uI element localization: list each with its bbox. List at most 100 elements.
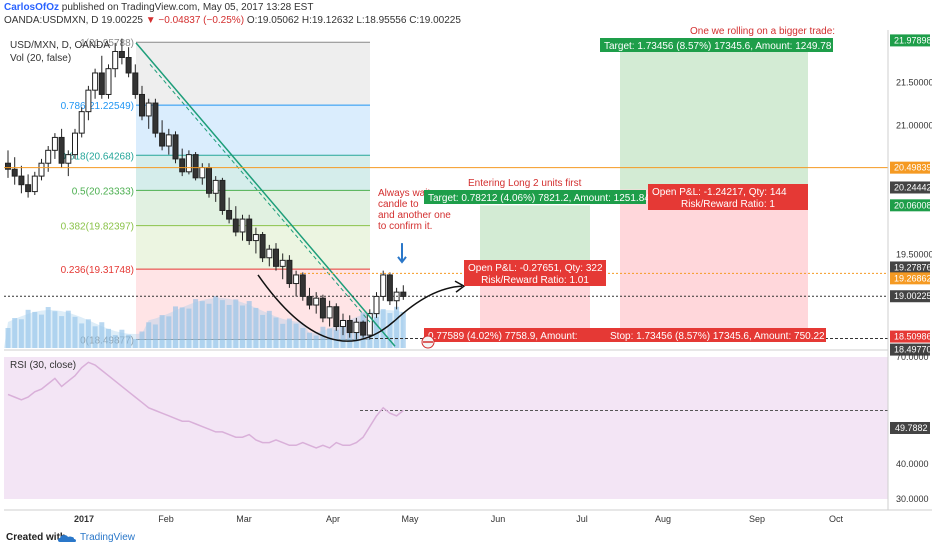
candle[interactable]	[386, 274, 393, 302]
price-badge	[890, 330, 930, 343]
candle[interactable]	[206, 167, 212, 194]
trendline[interactable]	[135, 42, 396, 347]
volume-bar	[12, 318, 18, 348]
candle[interactable]	[279, 259, 286, 267]
price-badge	[890, 272, 930, 285]
candle[interactable]	[299, 274, 306, 297]
candle[interactable]	[112, 50, 119, 70]
candle[interactable]	[78, 111, 85, 134]
candle[interactable]	[5, 162, 11, 170]
candle[interactable]	[313, 297, 320, 306]
candle[interactable]	[179, 158, 186, 173]
candle[interactable]	[25, 184, 32, 193]
trendline-dashed[interactable]	[149, 64, 371, 323]
candle[interactable]	[125, 57, 132, 74]
big-trade-title: One we rolling on a bigger trade:	[690, 26, 835, 37]
rsi-line[interactable]	[7, 361, 404, 449]
candle[interactable]	[366, 313, 373, 336]
volume-bar	[320, 326, 326, 348]
candle[interactable]	[159, 132, 166, 147]
candle[interactable]	[273, 248, 279, 267]
tradingview-brand[interactable]: TradingView	[80, 532, 136, 543]
volume-bar	[300, 327, 306, 348]
down-arrow-icon	[397, 243, 407, 264]
time-tick: Jul	[576, 514, 588, 524]
candle[interactable]	[72, 132, 78, 156]
candle[interactable]	[18, 175, 25, 186]
candle[interactable]	[199, 167, 206, 179]
candle[interactable]	[105, 68, 112, 95]
candle[interactable]	[326, 306, 333, 319]
rounded-bottom-curve[interactable]	[257, 274, 396, 342]
candle[interactable]	[246, 218, 253, 242]
candle[interactable]	[346, 319, 353, 334]
candle[interactable]	[353, 321, 360, 334]
candle[interactable]	[333, 306, 340, 328]
candle[interactable]	[139, 93, 145, 117]
projection-arrow[interactable]	[394, 285, 463, 322]
candle[interactable]	[319, 297, 326, 319]
price-badge-text: 18.50986	[894, 332, 932, 342]
wait-note: and another one	[378, 210, 451, 221]
price-badge	[890, 290, 930, 303]
small-target-box[interactable]	[424, 190, 646, 204]
candle[interactable]	[51, 136, 58, 151]
candle[interactable]	[118, 50, 125, 59]
candle[interactable]	[185, 154, 192, 173]
big-pnl-box[interactable]	[648, 184, 808, 210]
candle[interactable]	[306, 295, 313, 306]
candle[interactable]	[11, 168, 18, 177]
price-badge-text: 19.00225	[894, 291, 932, 301]
candle[interactable]	[373, 295, 380, 315]
candle[interactable]	[132, 72, 139, 95]
candle[interactable]	[192, 154, 199, 179]
candle[interactable]	[219, 179, 226, 211]
candle[interactable]	[239, 218, 246, 233]
volume-bar	[65, 310, 71, 348]
candle[interactable]	[226, 209, 233, 220]
candle[interactable]	[286, 259, 293, 285]
candle[interactable]	[152, 102, 159, 134]
candle[interactable]	[58, 136, 65, 164]
fib-label: 0.786(21.22549)	[61, 101, 134, 112]
price-badge	[890, 181, 930, 194]
candle[interactable]	[145, 102, 152, 117]
candle[interactable]	[45, 149, 52, 164]
rsi-tick-40: 40.0000	[896, 459, 929, 469]
volume-bar	[79, 323, 85, 348]
candle[interactable]	[85, 89, 92, 113]
candle[interactable]	[212, 179, 219, 194]
candle[interactable]	[380, 274, 387, 297]
chart-header: CarlosOfOz published on TradingView.com,…	[0, 0, 932, 30]
candle[interactable]	[172, 134, 179, 160]
price-badge-text: 20.06008	[894, 200, 932, 210]
candle[interactable]	[266, 248, 273, 259]
author-name[interactable]: CarlosOfOz	[4, 2, 60, 13]
big-target-zone[interactable]	[620, 40, 808, 190]
last-price: 19.00225	[101, 15, 143, 26]
candle[interactable]	[360, 321, 367, 336]
candle[interactable]	[400, 291, 407, 297]
volume-bar	[152, 324, 158, 348]
big-target-box[interactable]	[600, 38, 833, 52]
candle[interactable]	[259, 234, 266, 259]
candle[interactable]	[92, 72, 99, 91]
candle[interactable]	[31, 175, 38, 193]
candle[interactable]	[38, 162, 45, 177]
price-chart[interactable]: 1(21.95788) 0.786(21.22549) 0.618(20.64268…	[0, 26, 932, 526]
small-stop-box[interactable]	[424, 328, 608, 342]
time-tick: Apr	[326, 514, 340, 524]
candle[interactable]	[232, 218, 239, 233]
big-stop-box[interactable]	[606, 328, 826, 342]
volume-bar	[45, 307, 51, 348]
small-pnl-box[interactable]	[464, 260, 606, 286]
candle[interactable]	[165, 134, 172, 147]
candle[interactable]	[340, 319, 346, 328]
candle[interactable]	[293, 274, 300, 285]
volume-ma-area	[4, 298, 404, 348]
candle[interactable]	[65, 154, 72, 164]
candle[interactable]	[98, 72, 105, 95]
big-stop-zone[interactable]	[620, 189, 808, 339]
volume-bar	[52, 311, 58, 348]
candle[interactable]	[252, 234, 259, 242]
